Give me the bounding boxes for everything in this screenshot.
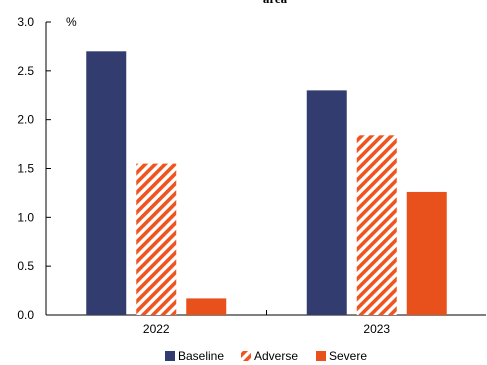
y-axis: 0.0 0.5 1.0 1.5 2.0 2.5 3.0 [17, 15, 51, 322]
y-tick-label: 2.5 [17, 64, 34, 78]
bar-baseline-2023 [306, 90, 347, 315]
legend-swatch-adverse [241, 351, 251, 361]
chart-title: area [263, 0, 288, 6]
bar-baseline-2022 [86, 51, 127, 316]
bar-adverse-2022 [136, 163, 177, 315]
y-tick-label: 3.0 [17, 15, 34, 29]
legend-label-adverse: Adverse [254, 349, 298, 363]
y-tick-label: 1.5 [17, 162, 34, 176]
y-tick-label: 2.0 [17, 113, 34, 127]
y-tick-label: 1.0 [17, 210, 34, 224]
bar-severe-2023 [406, 191, 447, 315]
bar-adverse-2023 [356, 135, 397, 315]
legend-label-severe: Severe [329, 349, 367, 363]
legend-swatch-severe [316, 351, 326, 361]
legend-swatch-baseline [165, 351, 175, 361]
y-tick-label: 0.0 [17, 308, 34, 322]
bar-severe-2022 [186, 298, 227, 315]
legend: Baseline Adverse Severe [165, 349, 367, 363]
y-tick-label: 0.5 [17, 259, 34, 273]
x-tick-label: 2022 [143, 322, 170, 336]
legend-label-baseline: Baseline [178, 349, 224, 363]
x-tick-label: 2023 [363, 322, 390, 336]
bars [86, 51, 447, 316]
unit-label: % [66, 15, 77, 29]
